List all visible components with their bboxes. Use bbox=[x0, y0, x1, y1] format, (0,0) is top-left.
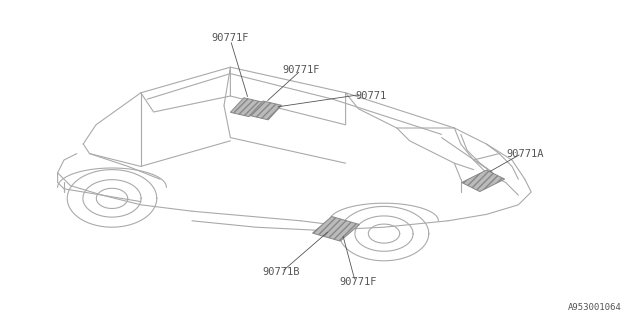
Text: 90771F: 90771F bbox=[340, 276, 377, 287]
Text: A953001064: A953001064 bbox=[568, 303, 622, 312]
Text: 90771F: 90771F bbox=[282, 65, 319, 76]
Text: 90771: 90771 bbox=[356, 91, 387, 101]
Polygon shape bbox=[312, 217, 360, 241]
Polygon shape bbox=[230, 98, 262, 116]
Polygon shape bbox=[250, 101, 282, 120]
Text: 90771A: 90771A bbox=[506, 148, 543, 159]
Text: 90771B: 90771B bbox=[263, 267, 300, 277]
Text: 90771F: 90771F bbox=[212, 33, 249, 44]
Polygon shape bbox=[461, 170, 505, 192]
